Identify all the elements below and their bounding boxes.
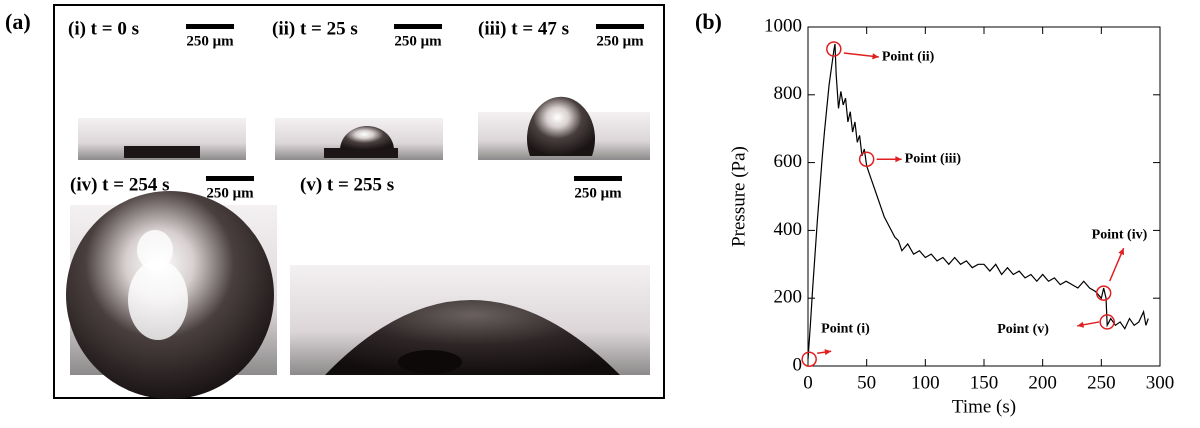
scale-bar bbox=[574, 176, 622, 181]
image-label: (v) t = 255 s bbox=[300, 174, 394, 195]
scale-bar-label: 250 μm bbox=[574, 185, 622, 201]
arrow-head bbox=[1077, 322, 1084, 328]
panel-label: (a) bbox=[5, 9, 31, 34]
annotation-text: Point (v) bbox=[997, 322, 1049, 337]
y-tick-label: 0 bbox=[793, 354, 803, 375]
scale-bar-label: 250 μm bbox=[394, 33, 442, 49]
panel-a: (a) bbox=[5, 5, 664, 399]
y-tick-label: 1000 bbox=[764, 15, 802, 36]
photo bbox=[275, 118, 443, 160]
y-axis-label: Pressure (Pa) bbox=[728, 146, 749, 247]
scale-bar bbox=[596, 24, 644, 29]
scale-bar-label: 250 μm bbox=[186, 33, 234, 49]
figure: (a) (b) (i) t = 0 s 250 bbox=[0, 0, 1200, 423]
image-label: (i) t = 0 s bbox=[68, 18, 139, 39]
scale-bar bbox=[206, 176, 254, 181]
x-tick-label: 150 bbox=[970, 372, 999, 393]
y-tick-label: 800 bbox=[774, 83, 803, 104]
annotation-marker bbox=[802, 352, 816, 366]
scale-bar bbox=[186, 24, 234, 29]
x-tick-label: 200 bbox=[1028, 372, 1057, 393]
scale-bar-label: 250 μm bbox=[206, 185, 254, 201]
x-tick-label: 250 bbox=[1087, 372, 1116, 393]
arrow-head bbox=[895, 156, 901, 162]
x-tick-label: 300 bbox=[1146, 372, 1175, 393]
data-line bbox=[808, 44, 1148, 359]
x-tick-label: 0 bbox=[803, 372, 813, 393]
scale-bar-label: 250 μm bbox=[596, 33, 644, 49]
photo bbox=[66, 191, 277, 399]
panel-label: (b) bbox=[695, 9, 722, 34]
x-axis-label: Time (s) bbox=[952, 396, 1016, 417]
photo bbox=[478, 97, 650, 160]
annotation-text: Point (iv) bbox=[1092, 227, 1148, 242]
annotation-text: Point (i) bbox=[821, 321, 870, 336]
x-tick-label: 50 bbox=[857, 372, 876, 393]
annotation-text: Point (iii) bbox=[905, 151, 962, 166]
y-tick-label: 400 bbox=[774, 219, 803, 240]
image-label: (iii) t = 47 s bbox=[478, 18, 569, 39]
annotation-text: Point (ii) bbox=[882, 49, 935, 64]
image-label: (ii) t = 25 s bbox=[272, 18, 358, 39]
photo bbox=[290, 265, 650, 375]
x-tick-label: 100 bbox=[911, 372, 940, 393]
scale-bar bbox=[394, 24, 442, 29]
image-label: (iv) t = 254 s bbox=[70, 174, 169, 195]
panel-b: (b) bbox=[695, 9, 722, 34]
y-tick-label: 200 bbox=[774, 287, 803, 308]
photo bbox=[78, 118, 246, 160]
y-tick-label: 600 bbox=[774, 151, 803, 172]
